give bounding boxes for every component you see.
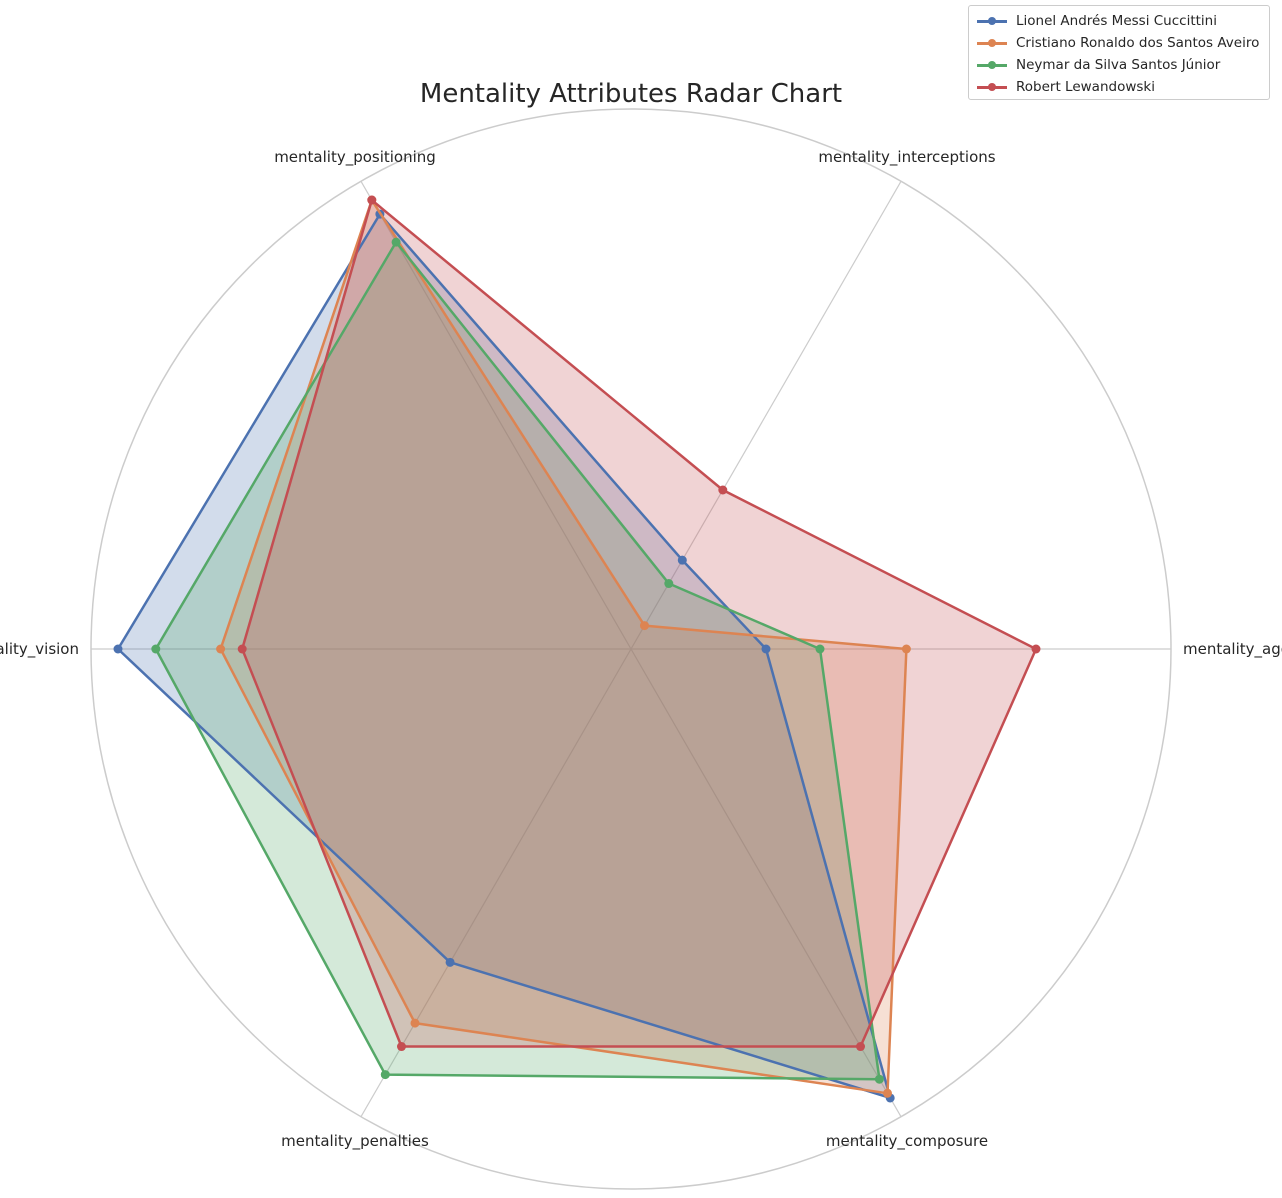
data-point: [237, 644, 247, 654]
radar-grid: [90, 108, 1172, 1190]
data-point: [883, 1088, 892, 1098]
data-point: [856, 1042, 865, 1052]
series-fills: [118, 200, 1036, 1098]
data-point: [113, 644, 123, 654]
chart-title: Mentality Attributes Radar Chart: [420, 79, 842, 109]
legend-swatch: [977, 37, 1007, 49]
grid-spoke: [630, 648, 902, 1117]
data-point: [445, 957, 455, 967]
data-point: [815, 644, 825, 654]
series-area: [220, 200, 907, 1094]
axis-label: mentality_positioning: [274, 148, 436, 167]
legend-swatch: [977, 81, 1007, 93]
data-point: [640, 621, 649, 631]
axis-label: mentality_vision: [0, 640, 79, 659]
legend-swatch: [977, 59, 1007, 71]
legend-item: Cristiano Ronaldo dos Santos Aveiro: [977, 32, 1269, 54]
legend-label: Robert Lewandowski: [1016, 79, 1155, 95]
legend-item: Lionel Andrés Messi Cuccittini: [977, 10, 1269, 32]
data-point: [677, 555, 687, 565]
data-point: [410, 1018, 420, 1028]
legend-item: Robert Lewandowski: [977, 76, 1269, 98]
legend-label: Cristiano Ronaldo dos Santos Aveiro: [1016, 35, 1260, 51]
axis-label: mentality_aggression: [1183, 640, 1282, 659]
data-point: [391, 237, 401, 247]
series-lines: [113, 195, 1041, 1103]
axis-label: mentality_penalties: [281, 1132, 429, 1151]
legend: Lionel Andrés Messi Cuccittini Cristiano …: [968, 5, 1270, 100]
axis-label: mentality_interceptions: [818, 148, 995, 167]
legend-label: Neymar da Silva Santos Júnior: [1016, 57, 1221, 73]
data-point: [1031, 644, 1041, 654]
series-area: [242, 200, 1036, 1047]
data-point: [718, 485, 728, 495]
data-point: [901, 644, 911, 654]
grid-spoke: [360, 648, 632, 1117]
data-point: [380, 1070, 390, 1080]
data-point: [397, 1042, 406, 1052]
data-point: [151, 644, 161, 654]
data-point: [874, 1074, 884, 1084]
grid-spoke: [630, 181, 902, 650]
legend-label: Lionel Andrés Messi Cuccittini: [1016, 13, 1217, 29]
grid-spoke: [360, 181, 632, 650]
data-point: [761, 644, 771, 654]
data-point: [216, 644, 226, 654]
legend-item: Neymar da Silva Santos Júnior: [977, 54, 1269, 76]
series-area: [118, 214, 891, 1098]
axis-label: mentality_composure: [826, 1132, 988, 1151]
data-point: [367, 195, 377, 205]
axis-labels: mentality_aggression mentality_intercepti…: [0, 148, 1282, 1151]
legend-swatch: [977, 15, 1007, 27]
data-point: [664, 579, 674, 589]
